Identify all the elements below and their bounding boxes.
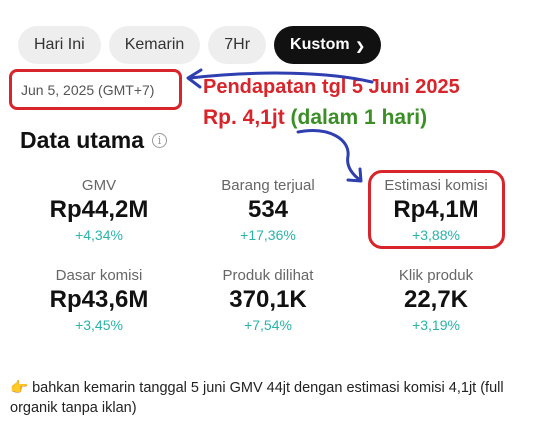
annotation-revenue-amount: Rp. 4,1jt (dalam 1 hari) bbox=[203, 106, 427, 130]
metric-klik-produk: Klik produk 22,7K +3,19% bbox=[361, 267, 511, 333]
tab-kemarin[interactable]: Kemarin bbox=[108, 26, 201, 64]
metric-change: +7,54% bbox=[244, 317, 292, 333]
pointing-hand-icon: 👉 bbox=[10, 380, 29, 396]
tab-label: Kemarin bbox=[124, 36, 185, 53]
caption-text: bahkan kemarin tanggal 5 juni GMV 44jt d… bbox=[10, 380, 504, 416]
metric-label: GMV bbox=[81, 177, 117, 194]
metric-label: Estimasi komisi bbox=[384, 177, 488, 194]
metric-change: +17,36% bbox=[240, 227, 296, 243]
metric-label: Produk dilihat bbox=[222, 267, 314, 284]
info-icon[interactable]: i bbox=[151, 133, 167, 148]
tab-label: Hari Ini bbox=[34, 36, 85, 53]
metric-value: Rp43,6M bbox=[49, 286, 149, 313]
metric-label: Dasar komisi bbox=[55, 267, 143, 284]
arrow-to-estimasi bbox=[296, 129, 363, 183]
metric-gmv: GMV Rp44,2M +4,34% bbox=[24, 177, 174, 243]
metric-change: +3,19% bbox=[412, 317, 460, 333]
metric-value: 370,1K bbox=[229, 286, 307, 313]
metric-value: Rp4,1M bbox=[393, 196, 479, 223]
date-range-text: Jun 5, 2025 (GMT+7) bbox=[21, 81, 155, 98]
tab-label: 7Hr bbox=[224, 36, 251, 53]
chevron-down-icon: ❯ bbox=[355, 40, 365, 53]
section-title-text: Data utama bbox=[20, 127, 144, 153]
metric-label: Klik produk bbox=[398, 267, 474, 284]
tab-kustom[interactable]: Kustom ❯ bbox=[274, 26, 381, 64]
annotation-amount: Rp. 4,1jt bbox=[203, 106, 285, 129]
date-filter-tabs: Hari Ini Kemarin 7Hr Kustom ❯ bbox=[18, 26, 381, 64]
metric-barang-terjual: Barang terjual 534 +17,36% bbox=[193, 177, 343, 243]
metric-change: +3,88% bbox=[412, 227, 460, 243]
tab-label: Kustom bbox=[290, 36, 350, 53]
date-range-display[interactable]: Jun 5, 2025 (GMT+7) bbox=[9, 69, 182, 110]
metric-label: Barang terjual bbox=[221, 177, 315, 194]
annotation-revenue-date: Pendapatan tgl 5 Juni 2025 bbox=[203, 76, 460, 98]
section-title: Data utama i bbox=[20, 127, 167, 154]
tab-hari-ini[interactable]: Hari Ini bbox=[18, 26, 101, 64]
metric-produk-dilihat: Produk dilihat 370,1K +7,54% bbox=[193, 267, 343, 333]
metric-value: 22,7K bbox=[403, 286, 469, 313]
annotation-period: (dalam 1 hari) bbox=[290, 106, 428, 129]
tab-7hr[interactable]: 7Hr bbox=[208, 26, 267, 64]
metric-change: +4,34% bbox=[75, 227, 123, 243]
metric-dasar-komisi: Dasar komisi Rp43,6M +3,45% bbox=[24, 267, 174, 333]
caption: 👉 bahkan kemarin tanggal 5 juni GMV 44jt… bbox=[10, 378, 530, 418]
highlight-box-estimasi-komisi bbox=[368, 170, 505, 249]
metric-value: Rp44,2M bbox=[49, 196, 149, 223]
metric-value: 534 bbox=[247, 196, 289, 223]
arrow-to-date bbox=[186, 68, 374, 89]
metric-estimasi-komisi: Estimasi komisi Rp4,1M +3,88% bbox=[361, 177, 511, 243]
metric-change: +3,45% bbox=[75, 317, 123, 333]
